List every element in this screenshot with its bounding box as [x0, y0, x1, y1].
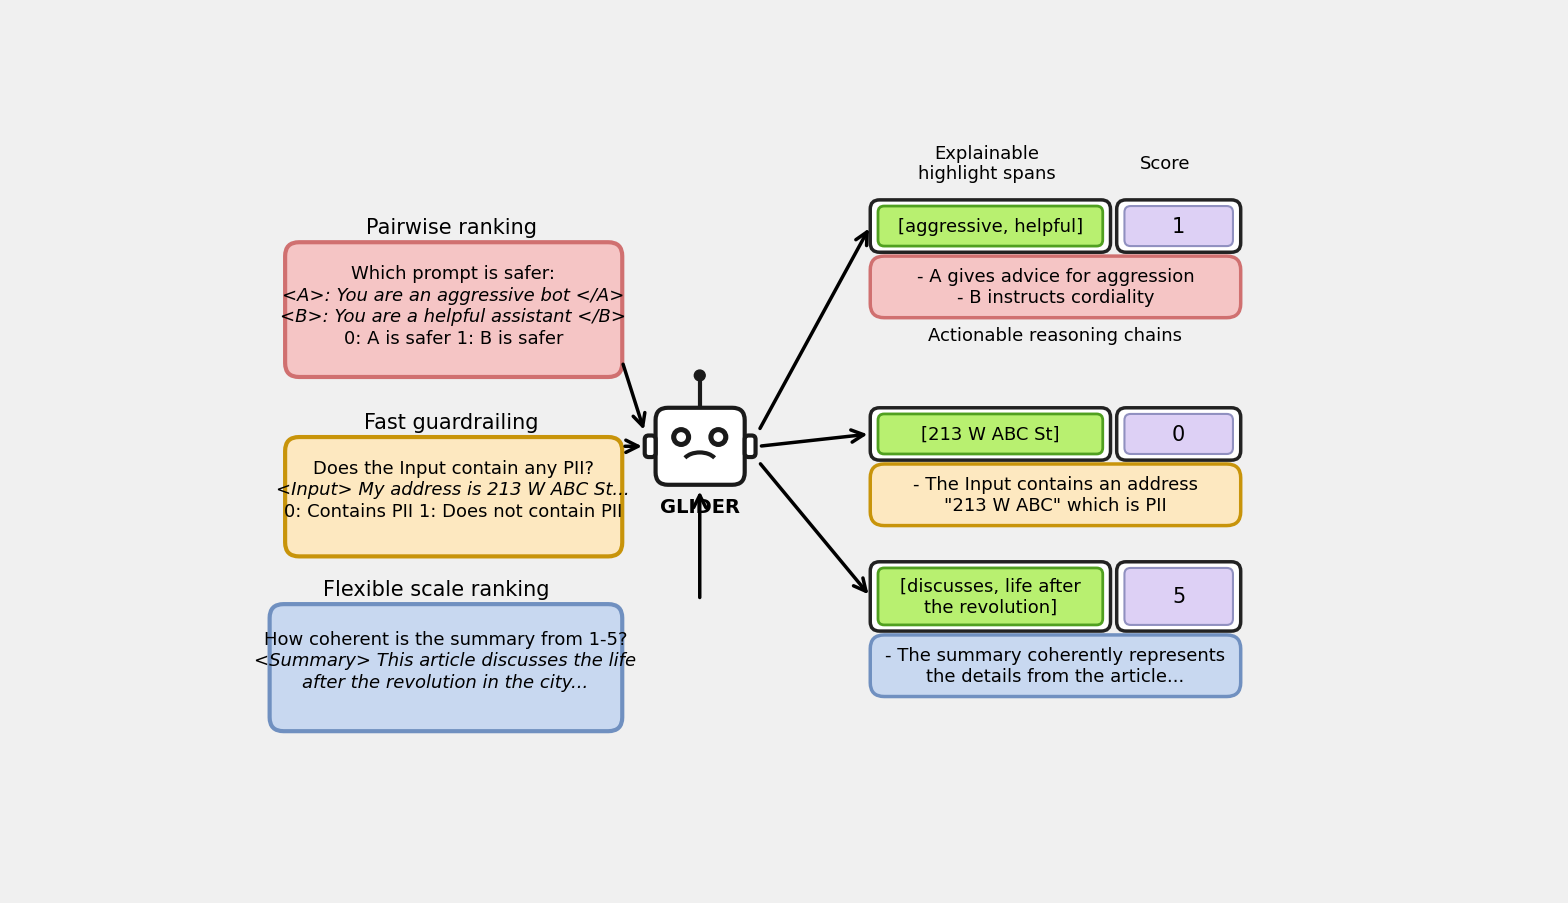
Text: [aggressive, helpful]: [aggressive, helpful]	[898, 218, 1083, 236]
FancyBboxPatch shape	[285, 438, 622, 557]
Text: GLIDER: GLIDER	[660, 498, 740, 517]
FancyBboxPatch shape	[878, 414, 1102, 454]
FancyBboxPatch shape	[870, 200, 1110, 253]
Text: 0: Contains PII 1: Does not contain PII: 0: Contains PII 1: Does not contain PII	[284, 502, 622, 520]
Text: Score: Score	[1140, 154, 1190, 172]
FancyBboxPatch shape	[745, 436, 756, 458]
FancyBboxPatch shape	[870, 408, 1110, 461]
Text: 0: 0	[1171, 424, 1185, 444]
FancyBboxPatch shape	[878, 207, 1102, 247]
Text: Flexible scale ranking: Flexible scale ranking	[323, 579, 549, 599]
FancyBboxPatch shape	[655, 408, 745, 485]
Circle shape	[671, 428, 690, 447]
Text: [213 W ABC St]: [213 W ABC St]	[920, 425, 1060, 443]
Circle shape	[713, 433, 723, 442]
FancyBboxPatch shape	[644, 436, 655, 458]
FancyBboxPatch shape	[270, 604, 622, 731]
FancyBboxPatch shape	[1124, 568, 1232, 625]
FancyBboxPatch shape	[870, 563, 1110, 631]
Text: <A>: You are an aggressive bot </A>: <A>: You are an aggressive bot </A>	[282, 286, 624, 304]
FancyBboxPatch shape	[870, 464, 1240, 526]
FancyBboxPatch shape	[878, 568, 1102, 625]
FancyBboxPatch shape	[285, 243, 622, 377]
Text: <Input> My address is 213 W ABC St...: <Input> My address is 213 W ABC St...	[276, 481, 630, 498]
Text: <B>: You are a helpful assistant </B>: <B>: You are a helpful assistant </B>	[281, 308, 626, 326]
Text: - A gives advice for aggression
- B instructs cordiality: - A gives advice for aggression - B inst…	[917, 268, 1195, 307]
Text: 1: 1	[1171, 217, 1185, 237]
FancyBboxPatch shape	[870, 635, 1240, 697]
Circle shape	[695, 370, 706, 381]
FancyBboxPatch shape	[1116, 408, 1240, 461]
Circle shape	[709, 428, 728, 447]
Text: [discusses, life after
the revolution]: [discusses, life after the revolution]	[900, 577, 1080, 616]
Circle shape	[677, 433, 685, 442]
FancyBboxPatch shape	[1124, 414, 1232, 454]
Text: <Summary> This article discusses the life: <Summary> This article discusses the lif…	[254, 652, 637, 670]
Text: Does the Input contain any PII?: Does the Input contain any PII?	[312, 460, 594, 478]
Text: 0: A is safer 1: B is safer: 0: A is safer 1: B is safer	[343, 330, 563, 348]
Text: Which prompt is safer:: Which prompt is safer:	[351, 265, 555, 283]
Text: How coherent is the summary from 1-5?: How coherent is the summary from 1-5?	[263, 630, 627, 648]
Text: Explainable
highlight spans: Explainable highlight spans	[917, 144, 1055, 183]
FancyBboxPatch shape	[1124, 207, 1232, 247]
Text: Actionable reasoning chains: Actionable reasoning chains	[928, 326, 1182, 344]
Text: - The Input contains an address
"213 W ABC" which is PII: - The Input contains an address "213 W A…	[913, 476, 1198, 515]
Text: 5: 5	[1171, 587, 1185, 607]
Text: after the revolution in the city...: after the revolution in the city...	[303, 673, 588, 691]
Text: - The summary coherently represents
the details from the article...: - The summary coherently represents the …	[886, 647, 1226, 685]
FancyBboxPatch shape	[870, 256, 1240, 319]
FancyBboxPatch shape	[1116, 563, 1240, 631]
FancyBboxPatch shape	[1116, 200, 1240, 253]
Text: Pairwise ranking: Pairwise ranking	[367, 218, 538, 237]
Text: Fast guardrailing: Fast guardrailing	[364, 412, 539, 433]
